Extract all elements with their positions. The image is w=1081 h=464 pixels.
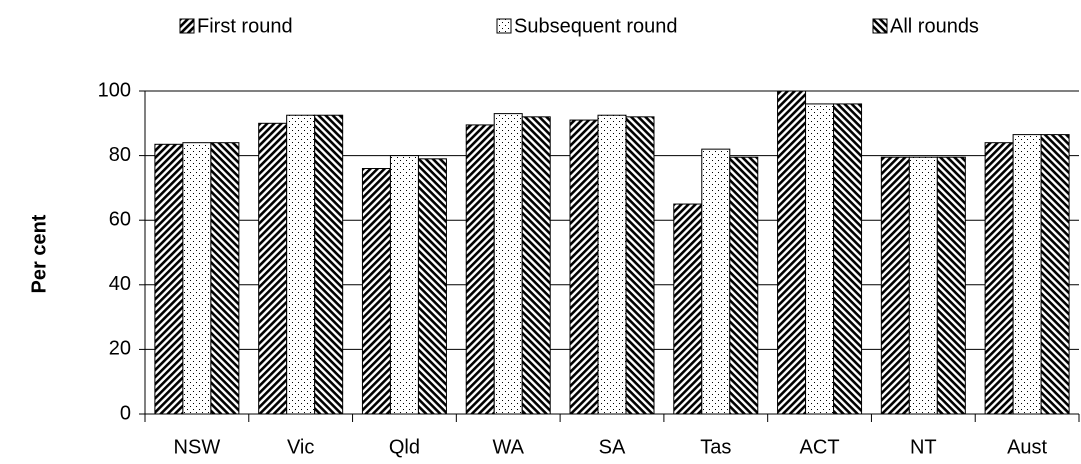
y-tick-label: 40: [109, 273, 131, 295]
bar: [908, 156, 938, 415]
bar: [154, 143, 184, 415]
bar: [521, 116, 551, 415]
bar: [465, 124, 495, 415]
y-tick-label: 0: [120, 402, 131, 424]
bar: [569, 119, 599, 415]
bar: [1040, 134, 1070, 415]
legend-label: Subsequent round: [514, 15, 677, 37]
legend-swatch: [496, 18, 512, 34]
bar: [493, 113, 523, 415]
bar: [210, 142, 240, 415]
x-tick-label: Aust: [1007, 436, 1047, 458]
bar: [1012, 134, 1042, 415]
y-tick-label: 60: [109, 208, 131, 230]
x-tick-label: Tas: [700, 436, 731, 458]
bar: [625, 116, 655, 415]
bar: [673, 203, 703, 415]
bar: [880, 156, 910, 415]
y-tick-label: 20: [109, 338, 131, 360]
x-tick-label: Vic: [287, 436, 314, 458]
x-tick-label: NSW: [174, 436, 221, 458]
bar: [314, 114, 344, 415]
bar: [389, 155, 419, 415]
y-axis-label: Per cent: [28, 214, 50, 293]
x-tick-label: SA: [599, 436, 626, 458]
bar: [701, 148, 731, 415]
legend-swatch: [872, 18, 888, 34]
legend-label: All rounds: [890, 15, 979, 37]
x-tick-label: NT: [910, 436, 937, 458]
bar: [805, 103, 835, 415]
bar: [417, 158, 447, 415]
bar: [777, 90, 807, 415]
bar: [182, 142, 212, 415]
bar: [936, 156, 966, 415]
bar: [286, 114, 316, 415]
bar: [984, 142, 1014, 415]
x-tick-label: WA: [492, 436, 524, 458]
x-tick-label: ACT: [800, 436, 840, 458]
y-tick-label: 80: [109, 144, 131, 166]
legend-label: First round: [197, 15, 293, 37]
x-tick-label: Qld: [389, 436, 420, 458]
legend-swatch: [179, 18, 195, 34]
bar: [833, 103, 863, 415]
bar: [597, 114, 627, 415]
bar: [258, 122, 288, 415]
bar: [361, 168, 391, 415]
y-tick-label: 100: [98, 79, 131, 101]
bar: [729, 156, 759, 415]
